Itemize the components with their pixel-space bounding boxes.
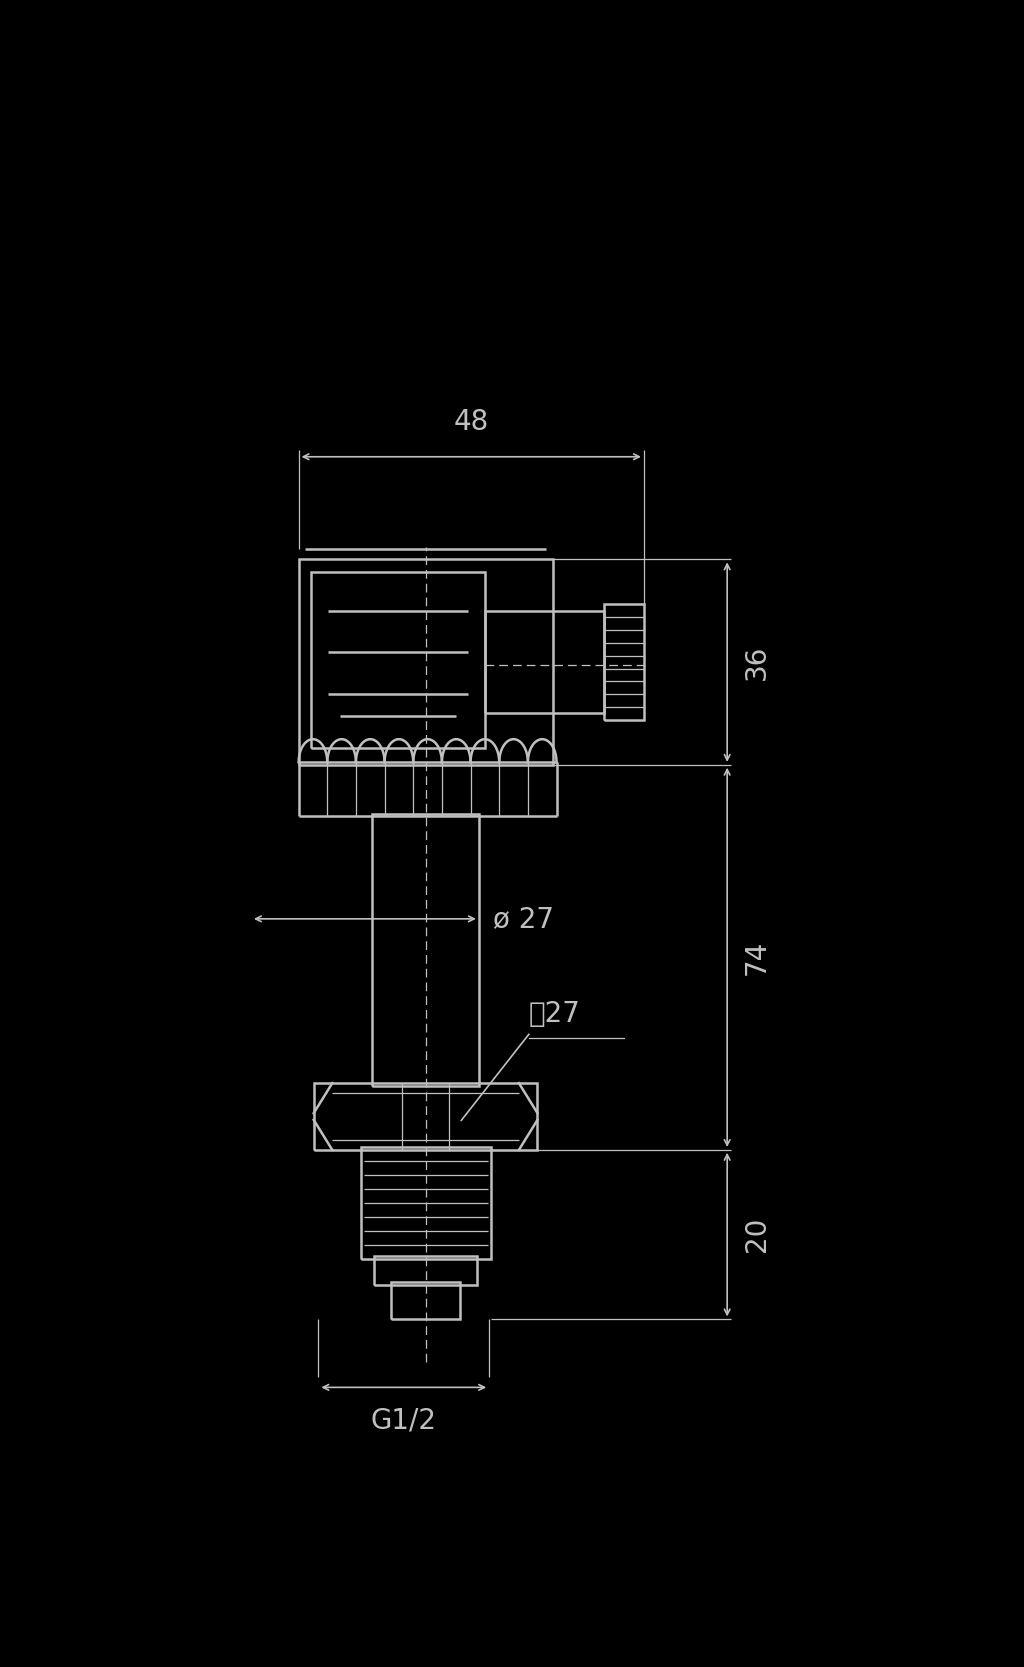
Text: 36: 36 xyxy=(743,645,771,680)
Text: G1/2: G1/2 xyxy=(371,1407,437,1435)
Text: 74: 74 xyxy=(743,940,771,975)
Text: ø 27: ø 27 xyxy=(494,905,554,934)
Text: 20: 20 xyxy=(743,1217,771,1252)
Text: ⏆27: ⏆27 xyxy=(528,1000,581,1029)
Text: 48: 48 xyxy=(454,408,488,437)
